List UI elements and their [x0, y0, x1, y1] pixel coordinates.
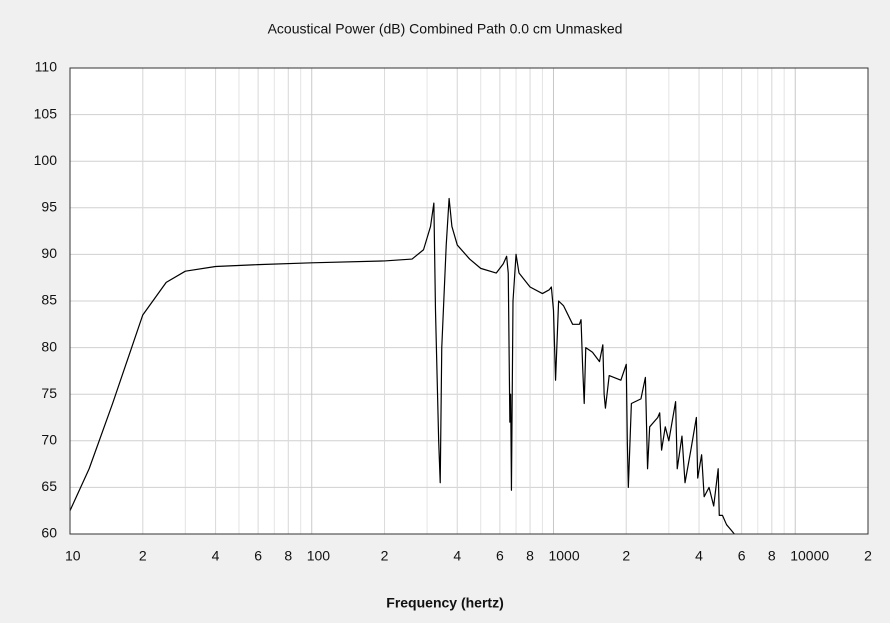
x-tick-label: 8	[284, 548, 292, 564]
x-tick-label: 2	[622, 548, 630, 564]
y-tick-label: 70	[41, 432, 57, 448]
y-tick-label: 105	[34, 105, 58, 121]
y-tick-label: 60	[41, 525, 57, 541]
x-tick-label: 10000	[790, 548, 829, 564]
x-tick-label: 2	[864, 548, 872, 564]
x-tick-label: 6	[496, 548, 504, 564]
x-tick-label: 8	[768, 548, 776, 564]
x-tick-label: 4	[453, 548, 461, 564]
y-tick-label: 75	[41, 385, 57, 401]
x-tick-label: 2	[139, 548, 147, 564]
chart-title: Acoustical Power (dB) Combined Path 0.0 …	[268, 21, 623, 37]
x-tick-label: 4	[695, 548, 703, 564]
y-tick-label: 65	[41, 478, 57, 494]
x-tick-label: 4	[212, 548, 220, 564]
y-tick-label: 80	[41, 338, 57, 354]
x-tick-label: 6	[738, 548, 746, 564]
x-tick-label: 6	[254, 548, 262, 564]
y-tick-label: 90	[41, 245, 57, 261]
y-tick-label: 110	[35, 59, 58, 75]
x-tick-label: 100	[307, 548, 331, 564]
x-tick-label: 10	[65, 548, 81, 564]
marks	[70, 197, 735, 534]
plot-frame	[69, 67, 869, 535]
y-tick-label: 100	[34, 152, 58, 168]
x-axis-label: Frequency (hertz)	[386, 595, 503, 611]
data-line	[70, 197, 735, 534]
x-tick-label: 1000	[548, 548, 579, 564]
x-tick-label: 8	[526, 548, 534, 564]
y-tick-label: 85	[41, 292, 57, 308]
y-tick-label: 95	[41, 199, 57, 215]
x-tick-label: 2	[381, 548, 389, 564]
